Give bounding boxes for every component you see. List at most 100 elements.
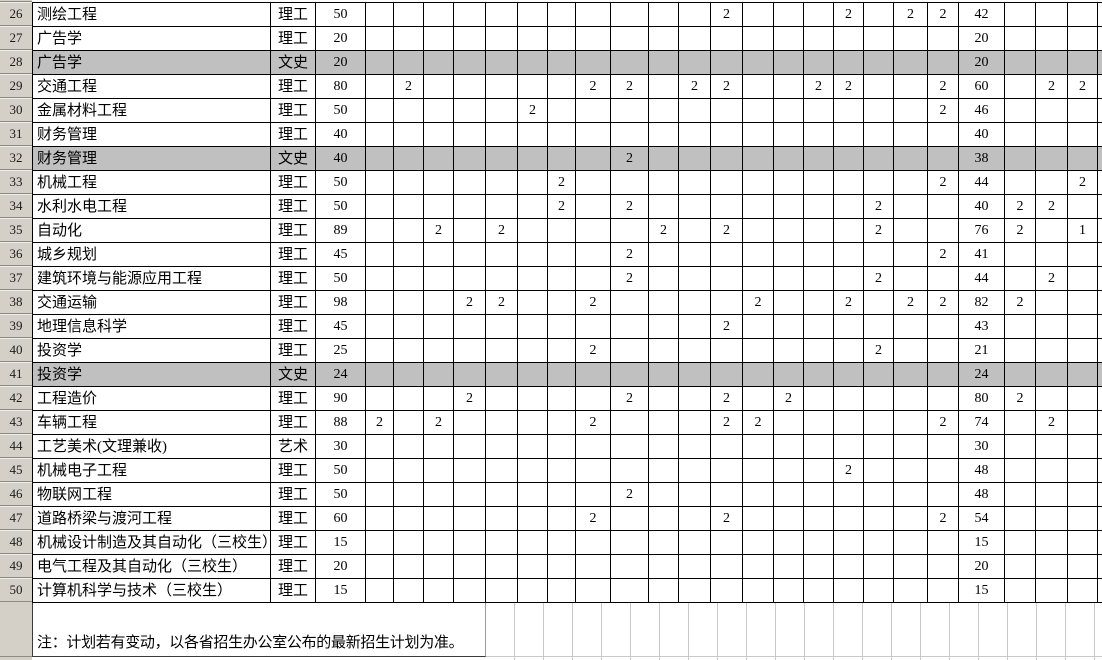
dist-cell[interactable] (863, 386, 894, 411)
dist-cell[interactable] (648, 194, 679, 219)
type-cell[interactable]: 理工 (270, 74, 316, 99)
dist-cell[interactable] (773, 338, 804, 363)
type-cell[interactable]: 理工 (270, 170, 316, 195)
dist-cell[interactable]: 2 (833, 2, 864, 27)
dist-cell[interactable]: 2 (710, 74, 743, 99)
dist-cell[interactable] (575, 194, 611, 219)
dist-cell[interactable] (742, 578, 774, 603)
dist-cell[interactable]: 2 (833, 74, 864, 99)
dist-cell[interactable] (863, 482, 894, 507)
dist-cell[interactable] (610, 554, 649, 579)
overflow-cell[interactable] (1097, 122, 1102, 147)
dist-cell[interactable] (453, 146, 486, 171)
dist-cell[interactable] (1067, 386, 1098, 411)
dist-cell[interactable] (742, 122, 774, 147)
dist-cell[interactable] (710, 26, 743, 51)
dist-cell[interactable] (485, 2, 518, 27)
dist-cell[interactable] (1004, 314, 1036, 339)
dist-cell[interactable] (575, 362, 611, 387)
major-cell[interactable]: 车辆工程 (32, 410, 271, 435)
type-cell[interactable]: 理工 (270, 410, 316, 435)
total-cell[interactable]: 76 (958, 218, 1005, 243)
dist-cell[interactable] (742, 266, 774, 291)
dist-cell[interactable] (1004, 578, 1036, 603)
dist-cell[interactable] (833, 194, 864, 219)
dist-cell[interactable] (803, 482, 834, 507)
dist-cell[interactable] (547, 266, 576, 291)
dist-cell[interactable]: 2 (773, 386, 804, 411)
dist-cell[interactable]: 2 (610, 266, 649, 291)
dist-cell[interactable] (365, 290, 394, 315)
dist-cell[interactable] (1035, 98, 1068, 123)
dist-cell[interactable] (678, 458, 711, 483)
major-cell[interactable]: 物联网工程 (32, 482, 271, 507)
row-header[interactable]: 48 (0, 530, 32, 554)
dist-cell[interactable] (423, 506, 454, 531)
dist-cell[interactable] (1035, 506, 1068, 531)
dist-cell[interactable] (833, 530, 864, 555)
plan-cell[interactable]: 40 (315, 122, 366, 147)
dist-cell[interactable] (648, 26, 679, 51)
row-header[interactable]: 37 (0, 266, 32, 290)
dist-cell[interactable] (365, 314, 394, 339)
dist-cell[interactable] (1067, 482, 1098, 507)
dist-cell[interactable] (648, 434, 679, 459)
dist-cell[interactable] (927, 578, 959, 603)
dist-cell[interactable] (742, 242, 774, 267)
major-cell[interactable]: 机械电子工程 (32, 458, 271, 483)
dist-cell[interactable] (423, 482, 454, 507)
overflow-cell[interactable] (1097, 434, 1102, 459)
dist-cell[interactable] (803, 170, 834, 195)
dist-cell[interactable] (517, 530, 548, 555)
total-cell[interactable]: 20 (958, 26, 1005, 51)
dist-cell[interactable] (773, 314, 804, 339)
dist-cell[interactable] (423, 338, 454, 363)
dist-cell[interactable] (423, 122, 454, 147)
dist-cell[interactable] (1067, 554, 1098, 579)
dist-cell[interactable] (365, 242, 394, 267)
dist-cell[interactable] (893, 146, 928, 171)
dist-cell[interactable] (648, 50, 679, 75)
dist-cell[interactable] (893, 194, 928, 219)
dist-cell[interactable] (648, 458, 679, 483)
dist-cell[interactable] (648, 290, 679, 315)
dist-cell[interactable] (742, 530, 774, 555)
dist-cell[interactable]: 2 (927, 290, 959, 315)
dist-cell[interactable] (517, 458, 548, 483)
dist-cell[interactable] (678, 362, 711, 387)
overflow-cell[interactable] (1097, 578, 1102, 603)
total-cell[interactable]: 41 (958, 242, 1005, 267)
dist-cell[interactable] (927, 362, 959, 387)
dist-cell[interactable] (1004, 530, 1036, 555)
dist-cell[interactable] (678, 530, 711, 555)
type-cell[interactable]: 理工 (270, 578, 316, 603)
dist-cell[interactable] (678, 554, 711, 579)
type-cell[interactable]: 理工 (270, 194, 316, 219)
plan-cell[interactable]: 80 (315, 74, 366, 99)
dist-cell[interactable]: 2 (365, 410, 394, 435)
dist-cell[interactable]: 2 (453, 290, 486, 315)
dist-cell[interactable] (575, 26, 611, 51)
dist-cell[interactable] (742, 482, 774, 507)
dist-cell[interactable] (365, 26, 394, 51)
dist-cell[interactable] (803, 434, 834, 459)
dist-cell[interactable] (575, 50, 611, 75)
overflow-cell[interactable] (1097, 98, 1102, 123)
dist-cell[interactable] (485, 530, 518, 555)
dist-cell[interactable]: 2 (710, 218, 743, 243)
dist-cell[interactable] (393, 122, 424, 147)
dist-cell[interactable] (742, 170, 774, 195)
dist-cell[interactable] (485, 434, 518, 459)
dist-cell[interactable]: 2 (485, 290, 518, 315)
dist-cell[interactable] (547, 506, 576, 531)
dist-cell[interactable] (893, 386, 928, 411)
dist-cell[interactable] (1035, 530, 1068, 555)
type-cell[interactable]: 理工 (270, 218, 316, 243)
dist-cell[interactable] (893, 410, 928, 435)
dist-cell[interactable] (1067, 122, 1098, 147)
dist-cell[interactable] (485, 506, 518, 531)
dist-cell[interactable] (833, 338, 864, 363)
dist-cell[interactable] (393, 530, 424, 555)
major-cell[interactable]: 交通工程 (32, 74, 271, 99)
dist-cell[interactable] (773, 98, 804, 123)
